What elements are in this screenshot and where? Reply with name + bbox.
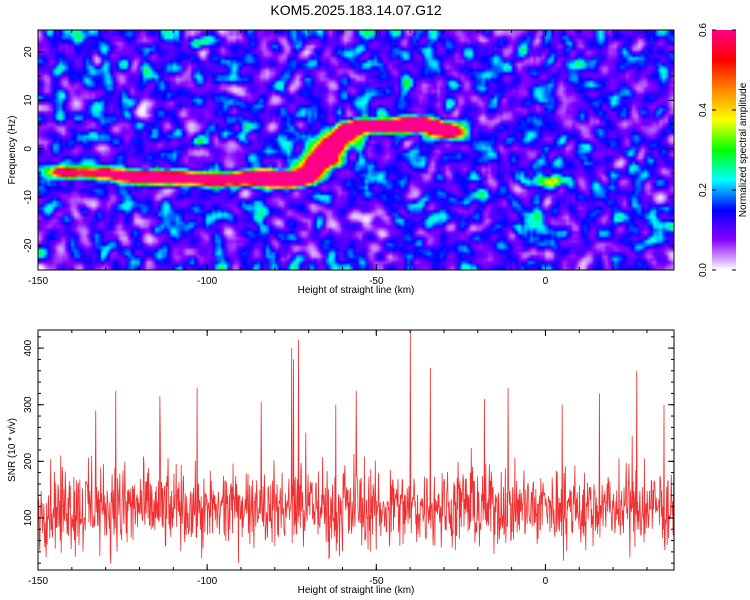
spectrogram-x-axis-label: Height of straight line (km) (298, 285, 415, 296)
colorbar-ticks: 0.0 0.2 0.4 0.6 (698, 23, 736, 277)
spectrogram-x-tick-label: -150 (28, 276, 48, 287)
snr-x-tick-label: -50 (369, 576, 384, 587)
spectrogram-y-tick-label: -20 (23, 238, 34, 253)
snr-x-tick-label: -150 (28, 576, 48, 587)
snr-x-tick-label: -100 (197, 576, 217, 587)
snr-x-axis-label: Height of straight line (km) (298, 585, 415, 596)
snr-panel: -150 -100 -50 0 100 200 300 400 Height of strai… (7, 329, 675, 596)
spectrogram-y-tick-label: -10 (23, 190, 34, 205)
snr-frame (37, 329, 675, 571)
spectrogram-y-tick-label: 20 (23, 46, 34, 58)
spectrogram-frame (37, 29, 675, 271)
snr-y-tick-label: 300 (23, 396, 34, 413)
spectrogram-panel: -150 -100 -50 0 20 10 0 -10 -20 Height of straig… (7, 29, 675, 296)
snr-y-tick-label: 200 (23, 453, 34, 470)
snr-x-tick-label: 0 (543, 576, 549, 587)
colorbar: 0.0 0.2 0.4 0.6 Normalized spectral amplitu… (698, 23, 749, 277)
spectrogram-x-tick-label: -100 (197, 276, 217, 287)
spectrogram-x-tick-label: 0 (543, 276, 549, 287)
colorbar-tick-label: 0.6 (698, 23, 709, 37)
snr-y-axis-label: SNR (10 * v/v) (7, 418, 18, 482)
figure-title: KOM5.2025.183.14.07.G12 (270, 2, 441, 18)
spectrogram-x-tick-label: -50 (369, 276, 384, 287)
spectrogram-heatmap (38, 30, 674, 270)
spectrogram-y-tick-label: 0 (23, 146, 34, 152)
colorbar-tick-label: 0.4 (698, 103, 709, 117)
snr-y-tick-label: 100 (23, 509, 34, 526)
colorbar-tick-label: 0.2 (698, 183, 709, 197)
spectrogram-ticks: -150 -100 -50 0 20 10 0 -10 -20 (23, 30, 674, 287)
spectrogram-y-tick-label: 10 (23, 94, 34, 106)
colorbar-tick-label: 0.0 (698, 263, 709, 277)
spectrogram-y-axis-label: Frequency (Hz) (7, 116, 18, 185)
snr-series-line (38, 330, 674, 564)
snr-y-tick-label: 400 (23, 339, 34, 356)
colorbar-label: Normalized spectral amplitude (738, 82, 749, 217)
colorbar-gradient (712, 30, 736, 270)
